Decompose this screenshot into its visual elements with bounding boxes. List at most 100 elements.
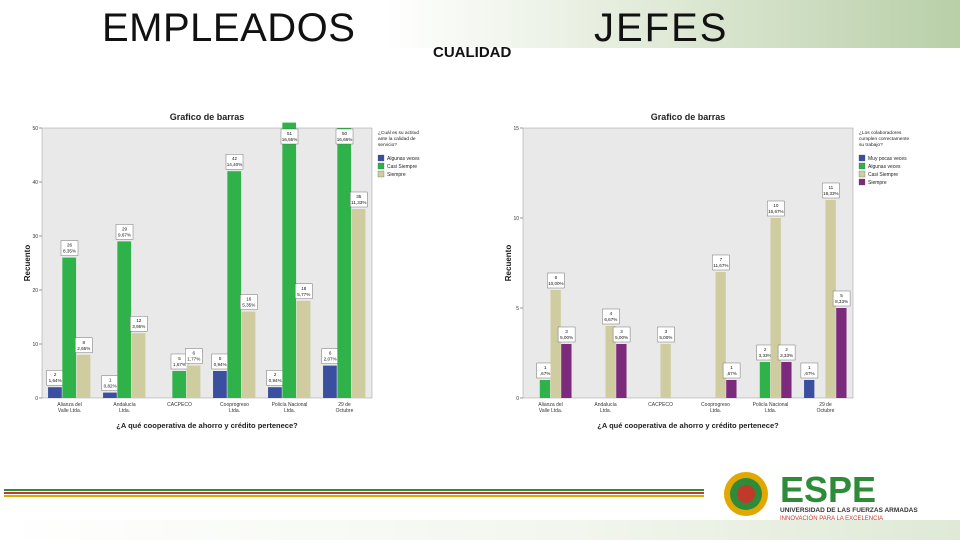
legend-label: Siempre	[387, 172, 406, 178]
y-tick-label: 20	[32, 288, 38, 294]
legend-label: Casi Siempre	[387, 164, 417, 170]
x-tick-label: Ltda.	[600, 408, 611, 414]
left-title: EMPLEADOS	[102, 6, 356, 50]
x-tick-label: Valle Ltda.	[539, 408, 562, 414]
bar-siempre	[131, 333, 146, 398]
data-label: 5	[840, 293, 843, 298]
bar-siempre	[836, 308, 847, 398]
y-axis-label: Recuento	[504, 245, 513, 282]
plot-area	[41, 127, 373, 399]
legend-label: Siempre	[868, 180, 887, 186]
legend-swatch	[858, 154, 866, 162]
data-label-box	[767, 200, 785, 217]
y-axis-label: Recuento	[23, 245, 32, 282]
bar-siempre	[726, 380, 737, 398]
x-tick-label: Ltda.	[119, 408, 130, 414]
bar-algunas-veces	[103, 392, 117, 398]
bar-algunas-veces	[323, 365, 337, 398]
data-label: 3	[620, 329, 623, 334]
bar-casi-siempre	[660, 344, 671, 398]
bar-chart-empleados: Grafico de barras 0 10 20 30 40 50 Recuento 2 1,6…	[22, 108, 472, 443]
y-tick-label: 5	[516, 306, 519, 312]
bar-algunas-veces	[268, 387, 282, 398]
data-label: 3	[665, 329, 668, 334]
bar-casi-siempre	[62, 257, 77, 398]
bar-muy-pocas-veces	[804, 380, 815, 398]
x-tick-label: CACPECO	[167, 402, 192, 408]
data-label: 12	[136, 318, 142, 323]
bar-casi-siempre	[715, 272, 726, 398]
data-label-box	[185, 348, 203, 364]
data-label: 3,33%	[780, 353, 793, 358]
data-label: 1	[109, 378, 112, 383]
data-label: 5,00%	[659, 335, 672, 340]
data-label: 6,67%	[604, 317, 617, 322]
data-label: 1,77%	[187, 357, 200, 362]
data-label-box	[75, 337, 93, 354]
bar-algunas-veces	[539, 380, 551, 398]
data-label: 51	[287, 131, 293, 136]
legend-title: su trabajo?	[859, 142, 883, 148]
data-label: 42	[232, 156, 238, 161]
data-label: 5	[219, 356, 222, 361]
legend-title: cumplen correctamente	[859, 136, 909, 142]
y-tick-label: 30	[32, 234, 38, 240]
bar-siempre	[781, 362, 792, 398]
chart-svg-jefes: Grafico de barras051015Recuento1,67%610,…	[503, 108, 953, 443]
data-label-box	[115, 224, 134, 240]
bar-casi-siempre	[227, 171, 242, 398]
data-label: 50	[342, 131, 348, 136]
data-label: 16,66%	[337, 137, 353, 142]
data-label: 2,65%	[77, 346, 90, 351]
y-tick-label: 10	[32, 342, 38, 348]
bar-siempre	[296, 300, 311, 398]
data-label: 29	[122, 226, 128, 231]
data-label: 26	[67, 243, 73, 248]
legend-label: Casi Siempre	[868, 172, 898, 178]
data-label-box	[130, 315, 148, 332]
data-label-box	[712, 254, 730, 271]
data-label: 0,94%	[214, 362, 227, 367]
data-label: 1	[544, 365, 547, 370]
x-axis-label: ¿A qué cooperativa de ahorro y crédito p…	[116, 421, 298, 430]
bar-siempre	[616, 344, 627, 398]
data-label: 6	[555, 275, 558, 280]
bar-casi-siempre	[117, 241, 132, 398]
right-title: JEFES	[594, 6, 729, 50]
data-label: 3,95%	[132, 324, 145, 329]
data-label-box	[557, 326, 576, 343]
logo-line2: INNOVACIÓN PARA LA EXCELENCIA	[780, 515, 883, 522]
data-label-box	[612, 326, 631, 343]
x-tick-label: Alianza del	[57, 402, 81, 408]
data-label-box	[295, 283, 313, 300]
y-tick-label: 0	[35, 396, 38, 402]
data-label-box	[657, 326, 675, 343]
data-label-box	[822, 182, 840, 199]
data-label: 9,67%	[118, 232, 131, 237]
data-label: 7	[720, 257, 723, 262]
x-tick-label: Ltda.	[284, 408, 295, 414]
data-label-box	[240, 294, 258, 310]
data-label: 8,33%	[835, 299, 848, 304]
decorative-lines	[4, 489, 704, 497]
x-tick-label: CACPECO	[648, 402, 673, 408]
data-label-box	[777, 344, 796, 361]
x-tick-label: Octubre	[336, 408, 354, 414]
data-label: 16,55%	[282, 137, 298, 142]
data-label-box	[225, 154, 244, 170]
bar-siempre	[351, 209, 366, 398]
data-label: 2,07%	[324, 357, 337, 362]
x-axis-label: ¿A qué cooperativa de ahorro y crédito p…	[597, 421, 779, 430]
data-label-box	[722, 362, 741, 379]
legend-title: ¿Los colaboradores	[859, 130, 902, 136]
x-tick-label: 29 de	[819, 402, 832, 408]
data-label: 11,33%	[351, 200, 366, 205]
data-label: 14,40%	[227, 162, 243, 167]
legend-swatch	[377, 170, 385, 178]
plot-area	[522, 127, 854, 399]
data-label: 8,35%	[63, 249, 76, 254]
x-tick-label: 29 de	[338, 402, 351, 408]
legend-label: Muy pocas veces	[868, 156, 907, 162]
data-label-box	[547, 272, 565, 289]
data-label: 4	[610, 311, 613, 316]
